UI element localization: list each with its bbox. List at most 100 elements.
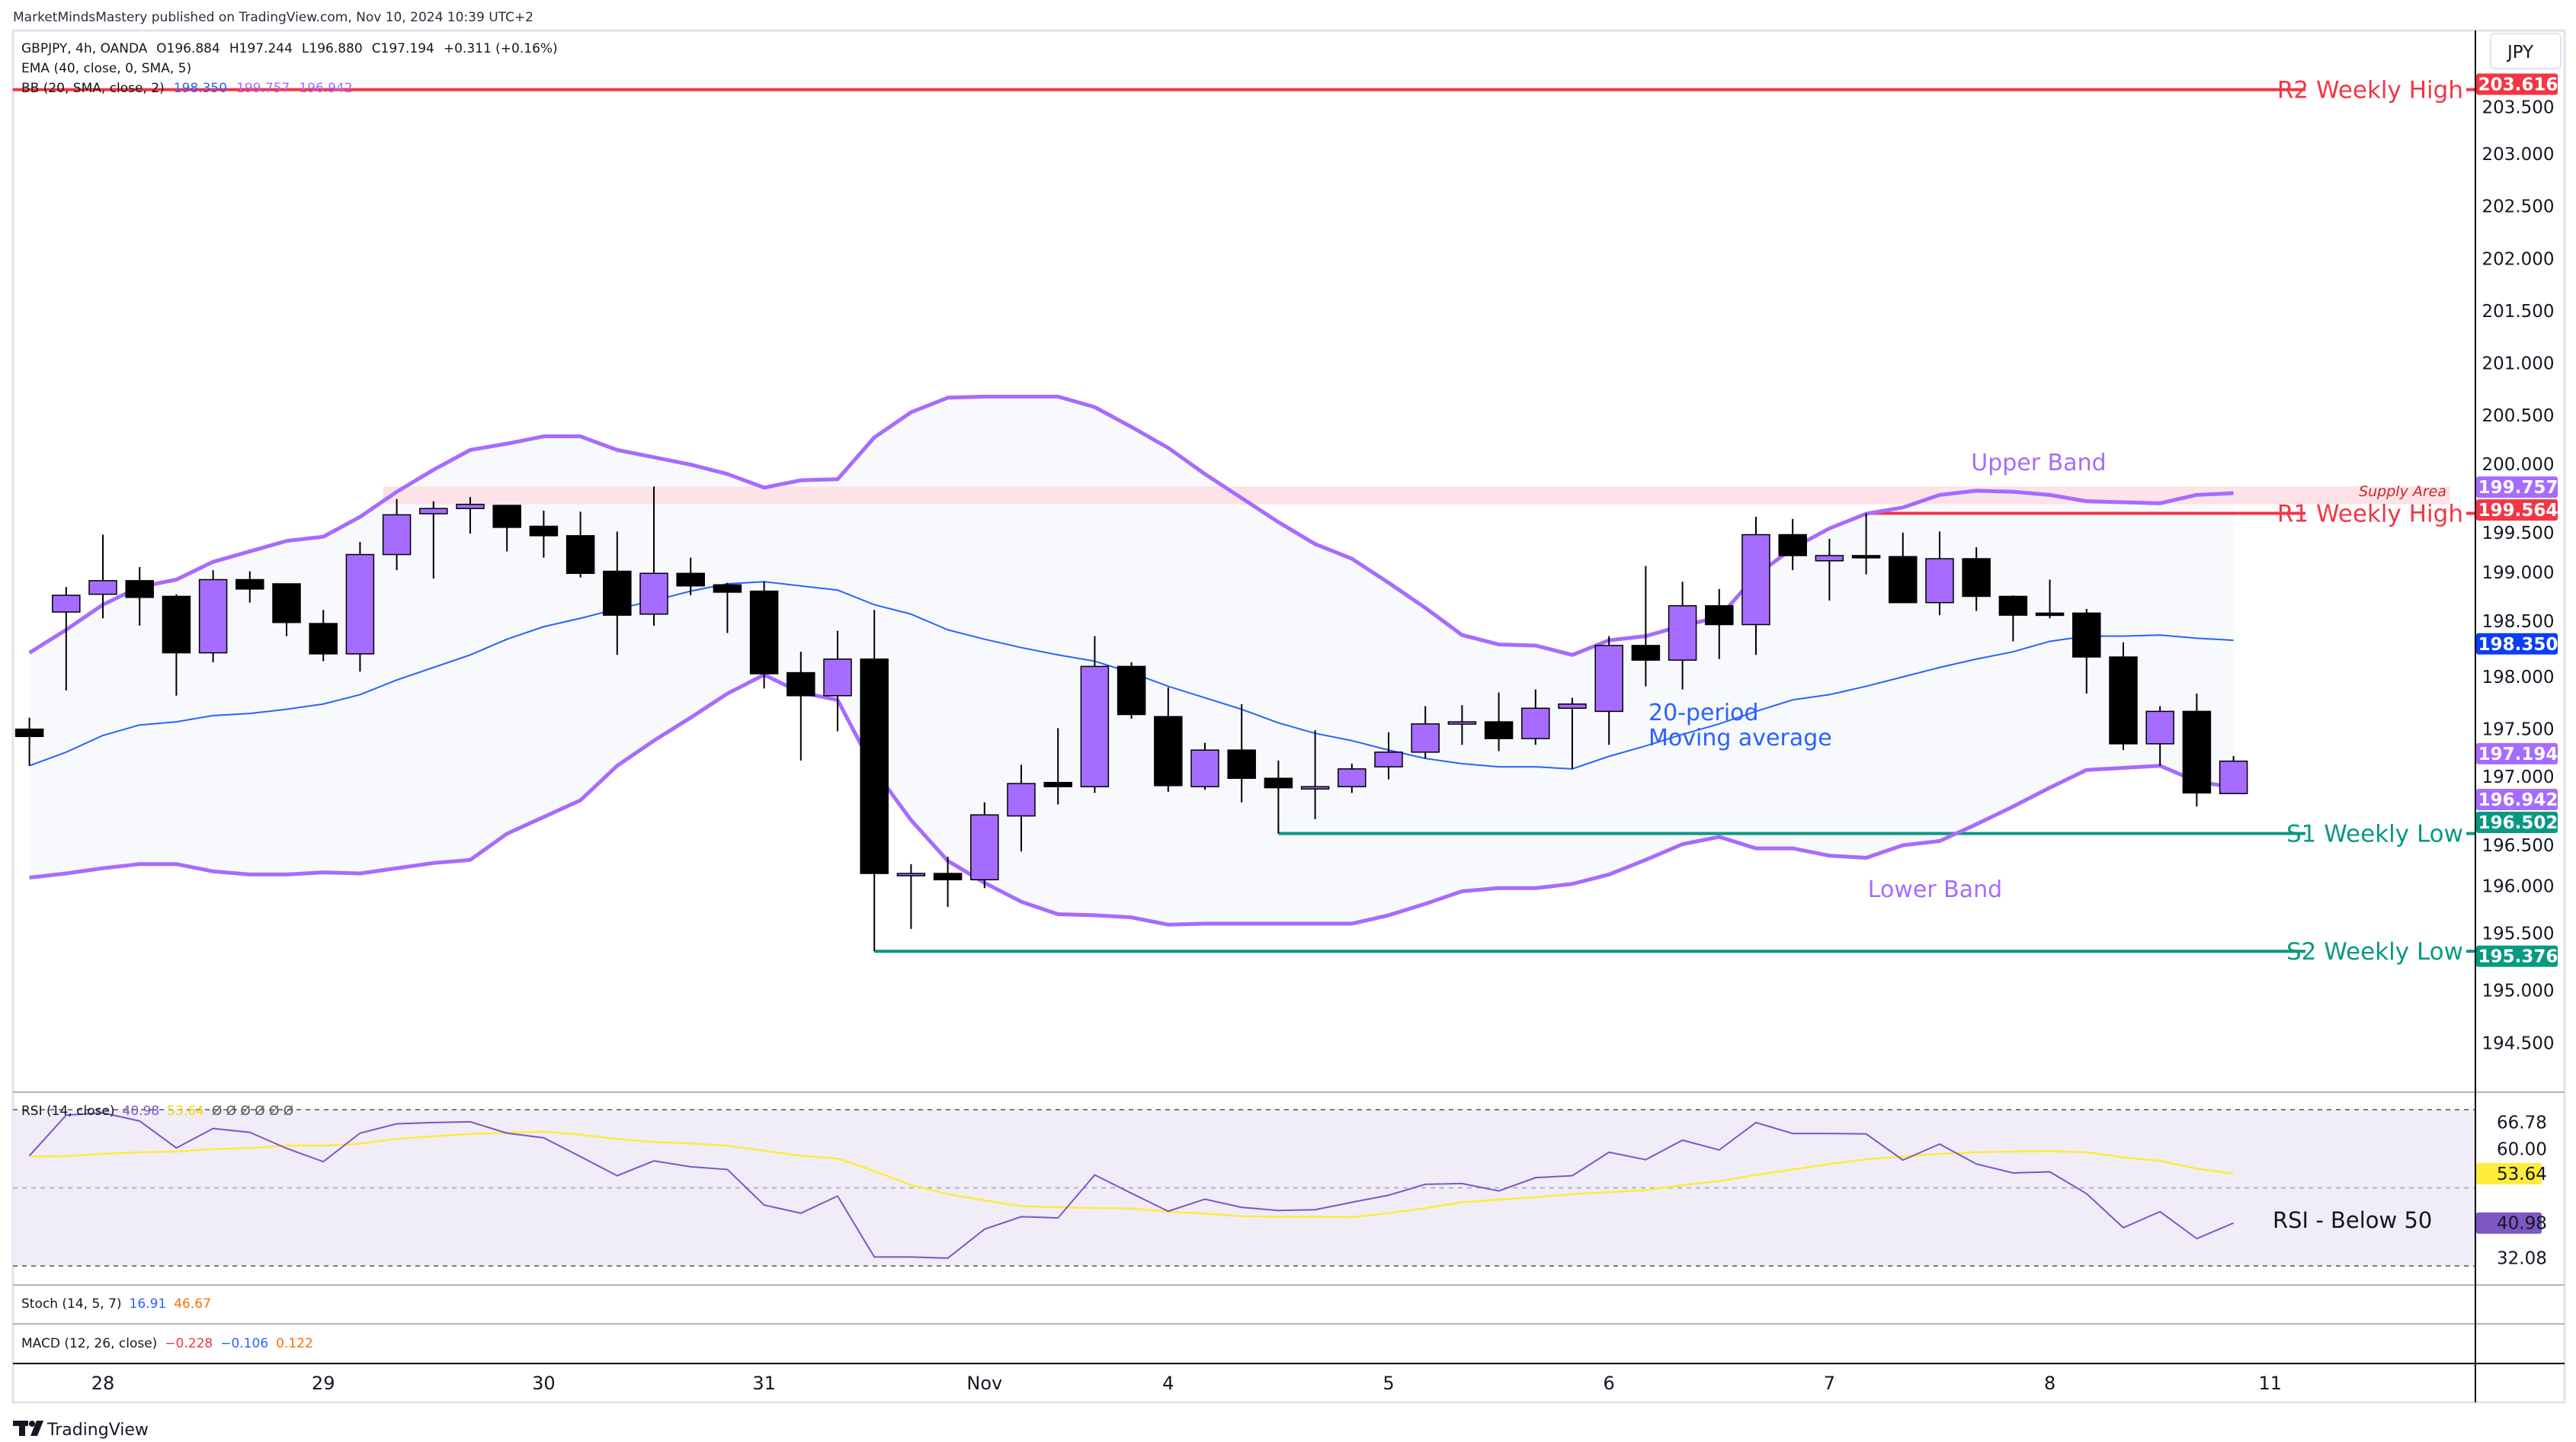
candle[interactable]: [1190, 742, 1219, 790]
candle[interactable]: [1741, 517, 1770, 655]
candle[interactable]: [52, 587, 81, 691]
price-badge[interactable]: 199.757: [2476, 476, 2558, 498]
candle-body: [1998, 595, 2028, 616]
candle[interactable]: [345, 542, 375, 672]
candle[interactable]: [309, 610, 338, 662]
candle[interactable]: [639, 486, 668, 626]
currency-button[interactable]: JPY: [2490, 33, 2562, 69]
bollinger-lower-band: [29, 672, 2235, 927]
candle[interactable]: [676, 557, 705, 596]
candle[interactable]: [1815, 538, 1844, 601]
candle[interactable]: [2109, 642, 2138, 751]
candle[interactable]: [235, 571, 264, 603]
candle[interactable]: [2182, 694, 2212, 807]
candle[interactable]: [1043, 728, 1072, 805]
candle[interactable]: [198, 570, 228, 662]
candle[interactable]: [2035, 579, 2065, 619]
level-r1-weekly-high[interactable]: R1 Weekly High: [1866, 501, 2475, 528]
candle[interactable]: [14, 717, 44, 766]
rsi-annotation: RSI - Below 50: [2273, 1207, 2432, 1233]
candle[interactable]: [1998, 595, 2028, 642]
rsi-badge-bg: [2476, 1162, 2542, 1184]
candle[interactable]: [1264, 760, 1293, 834]
candle[interactable]: [896, 864, 926, 929]
level-price-badge[interactable]: 203.616: [2476, 73, 2558, 95]
level-price-badge[interactable]: 199.564: [2476, 499, 2558, 521]
candle[interactable]: [125, 567, 154, 626]
candle[interactable]: [1558, 697, 1587, 769]
rsi-pane[interactable]: 66.78 60.00 53.64 40.98 32.08: [13, 1109, 2547, 1268]
rsi-value-badge[interactable]: 40.98: [2476, 1212, 2547, 1234]
rsi-ma-badge[interactable]: 53.64: [2476, 1162, 2547, 1184]
level-price-badge[interactable]: 196.502: [2476, 811, 2558, 833]
candle[interactable]: [1962, 546, 1991, 611]
candle[interactable]: [456, 497, 485, 534]
candle[interactable]: [1668, 582, 1697, 690]
candle[interactable]: [492, 505, 521, 552]
level-s1-weekly-low[interactable]: S1 Weekly Low: [1278, 821, 2475, 848]
candle[interactable]: [860, 610, 889, 952]
rsi-tick-label: 60.00: [2497, 1139, 2547, 1159]
bb-legend[interactable]: BB (20, SMA, close, 2) 198.350 199.757 196.…: [21, 81, 353, 96]
candle[interactable]: [823, 630, 852, 732]
candle[interactable]: [749, 582, 779, 689]
candle[interactable]: [2072, 608, 2101, 694]
price-badge[interactable]: 198.350: [2476, 633, 2558, 655]
candle[interactable]: [1080, 636, 1110, 793]
candle[interactable]: [713, 582, 742, 633]
level-s2-weekly-low[interactable]: S2 Weekly Low: [874, 938, 2475, 966]
candle[interactable]: [1705, 588, 1734, 659]
level-price-badge[interactable]: 195.376: [2476, 945, 2558, 967]
candle[interactable]: [1484, 692, 1514, 751]
candle[interactable]: [1374, 732, 1403, 780]
supply-zone[interactable]: [383, 486, 2450, 505]
candle[interactable]: [1338, 763, 1366, 793]
candle[interactable]: [1117, 662, 1146, 719]
tradingview-logo[interactable]: TradingView: [13, 1421, 149, 1440]
candle[interactable]: [1300, 730, 1330, 819]
candle[interactable]: [1889, 532, 1918, 604]
price-axis[interactable]: 203.616 203.500 203.000 202.500 202.000 201.5…: [2476, 73, 2558, 1054]
candle[interactable]: [1007, 764, 1036, 852]
level-r2-weekly-high[interactable]: R2 Weekly High: [12, 77, 2475, 104]
candle[interactable]: [382, 498, 412, 571]
candle[interactable]: [1411, 706, 1440, 759]
candle[interactable]: [603, 531, 632, 655]
candle[interactable]: [787, 652, 815, 761]
candle[interactable]: [1521, 689, 1550, 745]
candle[interactable]: [970, 802, 999, 889]
candle[interactable]: [162, 594, 191, 696]
rsi-legend[interactable]: RSI (14, close) 40.98 53.64 Ø Ø Ø Ø Ø Ø: [21, 1104, 293, 1119]
ma-annotation-line2: Moving average: [1648, 725, 1832, 751]
candle[interactable]: [1778, 518, 1807, 571]
price-pane[interactable]: R2 Weekly High R1 Weekly High S1 Weekly Lo…: [12, 77, 2475, 966]
candle[interactable]: [419, 501, 448, 579]
candle-body: [1374, 751, 1403, 767]
candle[interactable]: [88, 534, 117, 619]
candle[interactable]: [1594, 636, 1623, 745]
symbol-legend[interactable]: GBPJPY, 4h, OANDA O196.884 H197.244 L196.88…: [21, 41, 558, 56]
candle[interactable]: [1447, 705, 1477, 745]
candle[interactable]: [566, 511, 595, 578]
candle[interactable]: [1631, 566, 1661, 687]
candle-body: [639, 572, 668, 615]
candle[interactable]: [1227, 703, 1256, 803]
stoch-legend[interactable]: Stoch (14, 5, 7) 16.91 46.67: [21, 1296, 211, 1312]
candle[interactable]: [2145, 706, 2174, 766]
candle[interactable]: [272, 583, 301, 636]
candle[interactable]: [933, 857, 963, 907]
price-badge-bg: [2476, 476, 2558, 498]
candle[interactable]: [529, 510, 559, 558]
time-axis[interactable]: 28 29 30 31 Nov 4 5 6 7 8 11: [91, 1373, 2282, 1394]
candle[interactable]: [1925, 531, 1954, 616]
price-tick-label: 199.000: [2481, 563, 2554, 583]
candle-body: [2219, 760, 2248, 794]
candle[interactable]: [1154, 687, 1183, 793]
price-badge[interactable]: 196.942: [2476, 788, 2558, 810]
macd-legend[interactable]: MACD (12, 26, close) −0.228 −0.106 0.122: [21, 1336, 313, 1351]
candle[interactable]: [2219, 755, 2248, 794]
price-badge[interactable]: 197.194: [2476, 742, 2558, 764]
candle[interactable]: [1851, 513, 1881, 575]
ema-legend[interactable]: EMA (40, close, 0, SMA, 5): [21, 61, 191, 76]
